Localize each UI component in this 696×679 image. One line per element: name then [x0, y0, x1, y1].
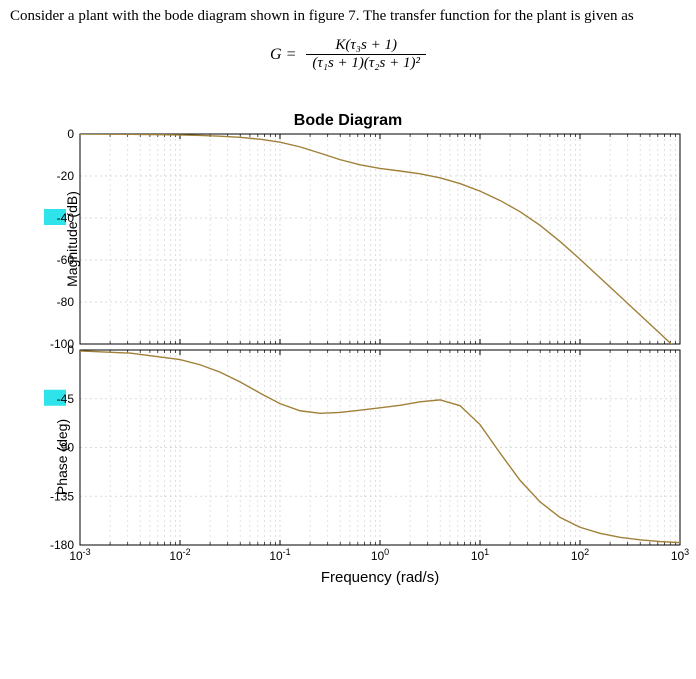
problem-statement: Consider a plant with the bode diagram s…	[10, 6, 686, 27]
svg-text:102: 102	[571, 547, 589, 563]
svg-text:-45: -45	[57, 392, 75, 406]
chart-title: Bode Diagram	[10, 112, 686, 130]
formula-lhs: G =	[270, 46, 296, 64]
svg-text:10-3: 10-3	[69, 547, 90, 563]
xlabel: Frequency (rad/s)	[80, 569, 680, 586]
svg-text:0: 0	[67, 127, 74, 141]
svg-text:-80: -80	[57, 295, 75, 309]
phase-plot: -180-135-90-45010-310-210-1100101102103	[80, 350, 680, 563]
magnitude-ylabel: Magnitude (dB)	[64, 191, 80, 287]
formula-fraction: K(τ₃s + 1) (τ₁s + 1)(τ₂s + 1)²	[306, 37, 426, 72]
svg-text:101: 101	[471, 547, 489, 563]
bode-plots: Magnitude (dB) -100-80-60-40-200 Phase (…	[80, 134, 680, 586]
svg-text:0: 0	[67, 343, 74, 357]
magnitude-plot: -100-80-60-40-200	[80, 134, 680, 344]
svg-text:10-1: 10-1	[269, 547, 290, 563]
magnitude-plot-wrap: Magnitude (dB) -100-80-60-40-200	[80, 134, 680, 344]
formula-numerator: K(τ₃s + 1)	[306, 37, 426, 54]
svg-text:-20: -20	[57, 169, 75, 183]
svg-text:10-2: 10-2	[169, 547, 190, 563]
svg-text:103: 103	[671, 547, 689, 563]
phase-plot-wrap: Phase (deg) -180-135-90-45010-310-210-11…	[80, 350, 680, 563]
page: Consider a plant with the bode diagram s…	[0, 0, 696, 679]
svg-text:100: 100	[371, 547, 389, 563]
phase-ylabel: Phase (deg)	[54, 418, 70, 494]
formula-denominator: (τ₁s + 1)(τ₂s + 1)²	[306, 54, 426, 72]
transfer-function-formula: G = K(τ₃s + 1) (τ₁s + 1)(τ₂s + 1)²	[10, 37, 686, 72]
